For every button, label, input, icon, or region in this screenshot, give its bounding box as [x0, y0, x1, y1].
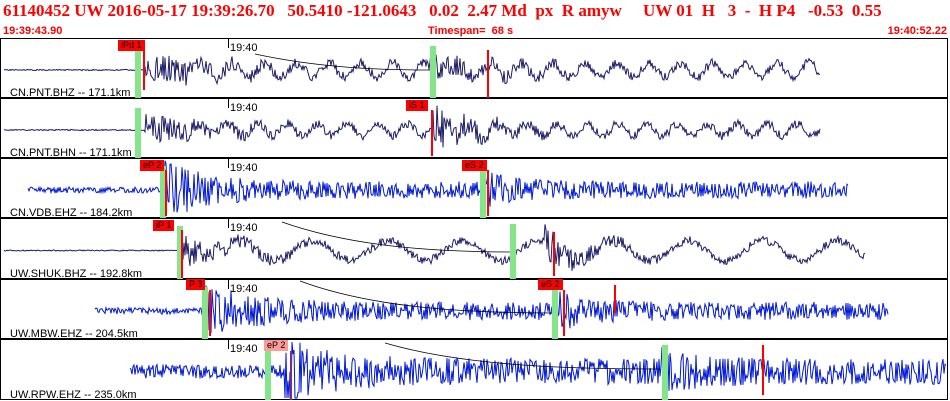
s-window-marker [552, 287, 558, 339]
station-label: UW.MBW.EHZ -- 204.5km [10, 328, 138, 340]
p-pick-line [290, 351, 292, 400]
p-window-marker [202, 287, 208, 339]
end-time: 19:40:52.22 [887, 25, 947, 37]
start-time: 19:39:43.90 [3, 25, 63, 37]
waveform-svg [129, 342, 947, 399]
time-label: 19:40 [230, 42, 258, 54]
p-window-marker [160, 166, 166, 218]
trace-frame [0, 38, 948, 98]
p-pick-line [165, 170, 167, 216]
minute-tick [228, 38, 229, 48]
station-label: CN.PNT.BHN -- 171.1km [10, 147, 132, 159]
s-window-marker [430, 46, 436, 98]
waveform-svg [3, 105, 821, 148]
coda-pick-line [553, 232, 555, 276]
s-pick-line [487, 170, 489, 216]
s-window-marker [662, 345, 668, 400]
phase-pick-s[interactable]: iS 1 [406, 100, 428, 111]
minute-tick [228, 218, 229, 228]
moveout-curve [281, 221, 516, 253]
p-pick-line [143, 50, 145, 90]
coda-pick-line [487, 50, 489, 98]
trace-panel-rpw-ehz[interactable]: 19:40 eP 2 UW.RPW.EHZ -- 235.0km [0, 339, 950, 401]
p-pick-line [181, 230, 183, 278]
minute-tick [228, 339, 229, 349]
moveout-curve [299, 280, 556, 314]
coda-pick-line [762, 345, 764, 395]
moveout-curve [384, 342, 661, 370]
s-window-marker [480, 166, 486, 218]
minute-tick [228, 158, 229, 168]
trace-frame [0, 98, 948, 158]
trace-panel-mbw-ehz[interactable]: 19:40 P 3 eS 2 UW.MBW.EHZ -- 204.5km [0, 279, 950, 340]
waveform [4, 52, 821, 86]
trace-panel-shuk-bhz[interactable]: 19:40 iP 1 UW.SHUK.BHZ -- 192.8km [0, 218, 950, 280]
minute-tick [228, 279, 229, 289]
trace-panel-pnt-bhn[interactable]: 19:40 iS 1 CN.PNT.BHN -- 171.1km [0, 98, 950, 159]
seismogram-traces: 19:40 iPd 1 CN.PNT.BHZ -- 171.1km 19:40 … [0, 38, 950, 401]
phase-pick-p[interactable]: eP 2 [140, 160, 165, 171]
p-window-marker [135, 50, 141, 98]
time-label: 19:40 [230, 102, 258, 114]
phase-pick-s[interactable]: eS 2 [538, 279, 563, 290]
waveform [3, 105, 821, 148]
s-pick-line [431, 110, 433, 156]
station-label: CN.VDB.EHZ -- 184.2km [10, 207, 133, 219]
phase-pick-s[interactable]: eS 2 [462, 160, 487, 171]
trace-frame [0, 158, 948, 218]
time-label: 19:40 [230, 283, 258, 295]
event-summary: 61140452 UW 2016-05-17 19:39:26.70 50.54… [3, 1, 882, 20]
p-window-marker [177, 226, 183, 279]
waveform [3, 224, 866, 271]
station-label: UW.SHUK.BHZ -- 192.8km [10, 268, 143, 280]
waveform-svg [3, 221, 866, 271]
p-window-marker [135, 108, 141, 158]
minute-tick [228, 98, 229, 108]
phase-pick-p[interactable]: P 3 [186, 279, 206, 290]
station-label: CN.PNT.BHZ -- 171.1km [10, 87, 131, 99]
time-label: 19:40 [230, 162, 258, 174]
s-pick-line [563, 290, 565, 336]
phase-pick-p[interactable]: iP 1 [153, 220, 175, 231]
trace-panel-pnt-bhz[interactable]: 19:40 iPd 1 CN.PNT.BHZ -- 171.1km [0, 38, 950, 99]
phase-pick-p[interactable]: iPd 1 [118, 40, 145, 51]
s-window-marker [510, 224, 516, 279]
time-label: 19:40 [230, 343, 258, 355]
waveform [94, 285, 889, 334]
time-label: 19:40 [230, 222, 258, 234]
waveform-svg [94, 280, 889, 334]
trace-panel-vdb-ehz[interactable]: 19:40 eP 2 eS 2 CN.VDB.EHZ -- 184.2km [0, 158, 950, 219]
station-label: UW.RPW.EHZ -- 235.0km [10, 389, 137, 401]
coda-pick-line [614, 285, 616, 313]
timespan-label: Timespan= 68 s [428, 25, 514, 37]
moveout-curve [254, 53, 431, 71]
p-pick-line [209, 290, 211, 336]
trace-frame [0, 279, 948, 339]
phase-pick-p[interactable]: eP 2 [264, 340, 289, 351]
trace-frame [0, 218, 948, 279]
p-window-marker [265, 347, 271, 400]
event-header: 61140452 UW 2016-05-17 19:39:26.70 50.54… [0, 0, 950, 38]
